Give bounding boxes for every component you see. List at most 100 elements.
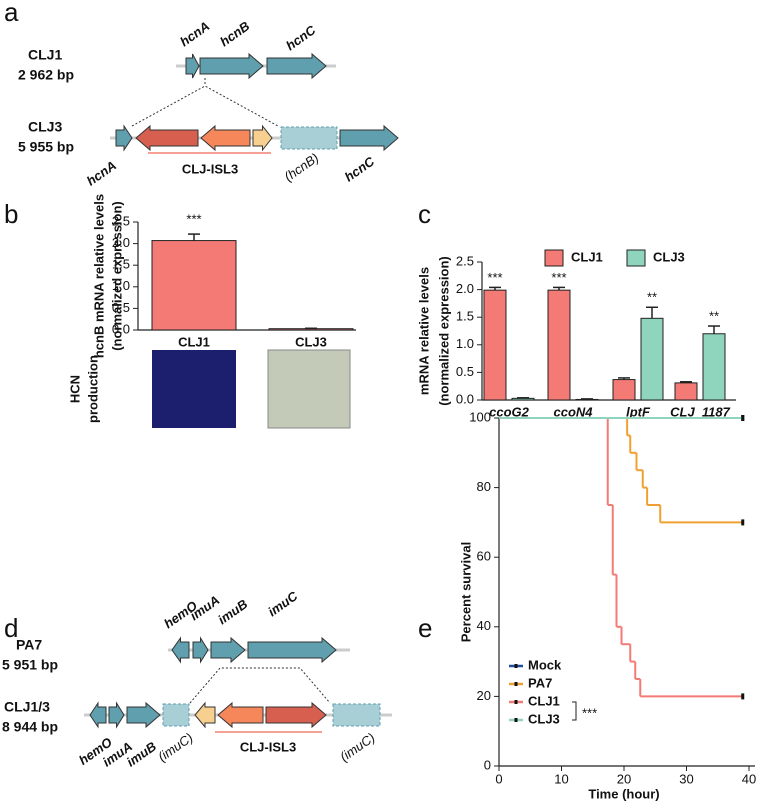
panel-letter: e — [418, 613, 432, 643]
significance: ** — [709, 308, 719, 323]
strain-name: PA7 — [16, 637, 42, 653]
y-axis-title: hcnB mRNA relative levels — [91, 194, 106, 358]
gene-arrow — [185, 53, 200, 79]
gene-arrow — [266, 52, 327, 80]
y-tick-label: 0.0 — [456, 391, 474, 406]
gene-label: (hcnB) — [281, 150, 321, 184]
strain-size: 2 962 bp — [18, 67, 74, 83]
x-tick-label: CLJ_1187 — [670, 404, 731, 419]
gene-label: hcnA — [177, 18, 212, 49]
gene-arrow — [265, 701, 327, 729]
bar — [483, 289, 507, 401]
bar — [612, 379, 636, 401]
bar — [640, 317, 664, 401]
legend-label: CLJ3 — [653, 249, 685, 264]
legend-dot — [514, 682, 518, 686]
x-tick-label: 10 — [554, 771, 568, 786]
hcn-image — [267, 349, 351, 429]
zoom-line — [131, 85, 279, 127]
gene-arrow — [171, 636, 190, 664]
bar — [702, 333, 726, 401]
y-tick-label: 0.5 — [456, 364, 474, 379]
x-axis-title: Time (hour) — [588, 786, 659, 801]
legend-label: CLJ1 — [528, 693, 560, 708]
y-tick-label: 0.0 — [112, 321, 130, 336]
legend-label: Mock — [528, 657, 562, 672]
deleted-gene — [332, 703, 381, 727]
gene-arrow — [247, 636, 337, 664]
significance: *** — [551, 270, 566, 285]
gene-label: hcnC — [283, 22, 319, 53]
significance: *** — [582, 705, 597, 720]
x-tick-label: 30 — [679, 771, 693, 786]
significance: *** — [186, 212, 201, 227]
x-tick-label: 40 — [742, 771, 756, 786]
zoom-line — [189, 667, 331, 704]
y-tick-label: 2.0 — [456, 281, 474, 296]
x-tick-label: lptF — [626, 404, 651, 419]
gene-label: imuB — [215, 596, 250, 627]
y-tick-label: 2.5 — [112, 213, 130, 228]
y-tick-label: 0 — [484, 757, 491, 772]
y-tick-label: 1.0 — [456, 336, 474, 351]
gene-arrow — [200, 124, 251, 152]
gene-arrow — [115, 124, 133, 152]
gene-arrow — [199, 52, 264, 80]
x-tick-label: ccoN4 — [553, 404, 593, 419]
gene-label: (imuC) — [155, 730, 196, 765]
significance: *** — [487, 270, 502, 285]
deleted-gene — [280, 126, 338, 150]
strain-size: 5 951 bp — [2, 657, 58, 673]
gene-label: imuC — [265, 588, 301, 619]
gene-arrow — [135, 124, 199, 152]
legend-label: CLJ1 — [571, 249, 603, 264]
y-tick-label: 2.5 — [456, 253, 474, 268]
bar — [547, 289, 571, 401]
bar — [674, 382, 698, 401]
strain-size: 8 944 bp — [2, 719, 58, 735]
hcn-image — [152, 350, 236, 428]
censor-mark — [741, 693, 745, 700]
censor-mark — [741, 519, 745, 526]
x-tick-label: 20 — [617, 771, 631, 786]
y-tick-label: 2.0 — [112, 235, 130, 250]
gene-arrow — [108, 701, 125, 729]
panel-letter: a — [4, 0, 19, 27]
panel-letter: b — [4, 199, 18, 229]
gene-label: hcnA — [84, 158, 119, 189]
legend-label: PA7 — [528, 675, 552, 690]
y-tick-label: 20 — [477, 688, 491, 703]
gene-arrow — [194, 701, 216, 729]
y-tick-label: 40 — [477, 618, 491, 633]
x-tick-label: CLJ1 — [178, 334, 210, 349]
legend-label: CLJ3 — [528, 711, 560, 726]
gene-label: (imuC) — [337, 730, 378, 765]
significance: ** — [647, 290, 657, 305]
x-tick-label: 0 — [495, 771, 502, 786]
y-axis-title: (normalized expression) — [109, 201, 124, 351]
strain-size: 5 955 bp — [18, 139, 74, 155]
legend-dot — [514, 718, 518, 722]
y-axis-title: mRNA relative levels — [416, 267, 431, 395]
gene-arrow — [339, 124, 399, 152]
y-tick-label: 100 — [469, 409, 491, 424]
panel-letter: d — [4, 613, 18, 643]
legend-dot — [514, 700, 518, 704]
legend-swatch — [544, 249, 564, 267]
legend-dot — [514, 664, 518, 668]
image-label: HCN — [67, 375, 82, 403]
gene-arrow — [217, 701, 264, 729]
deleted-gene — [162, 703, 190, 727]
strain-name: CLJ1/3 — [4, 699, 50, 715]
strain-name: CLJ1 — [28, 47, 62, 63]
gene-arrow — [192, 636, 209, 664]
y-axis-title: Percent survival — [458, 542, 473, 642]
island-label: CLJ-ISL3 — [240, 739, 296, 754]
x-tick-label: CLJ3 — [295, 334, 327, 349]
y-axis-title: (normalized expression) — [436, 256, 451, 406]
gene-label: hcnB — [217, 18, 252, 49]
y-tick-label: 1.5 — [112, 257, 130, 272]
strain-name: CLJ3 — [28, 119, 62, 135]
panel-letter: c — [418, 199, 431, 229]
